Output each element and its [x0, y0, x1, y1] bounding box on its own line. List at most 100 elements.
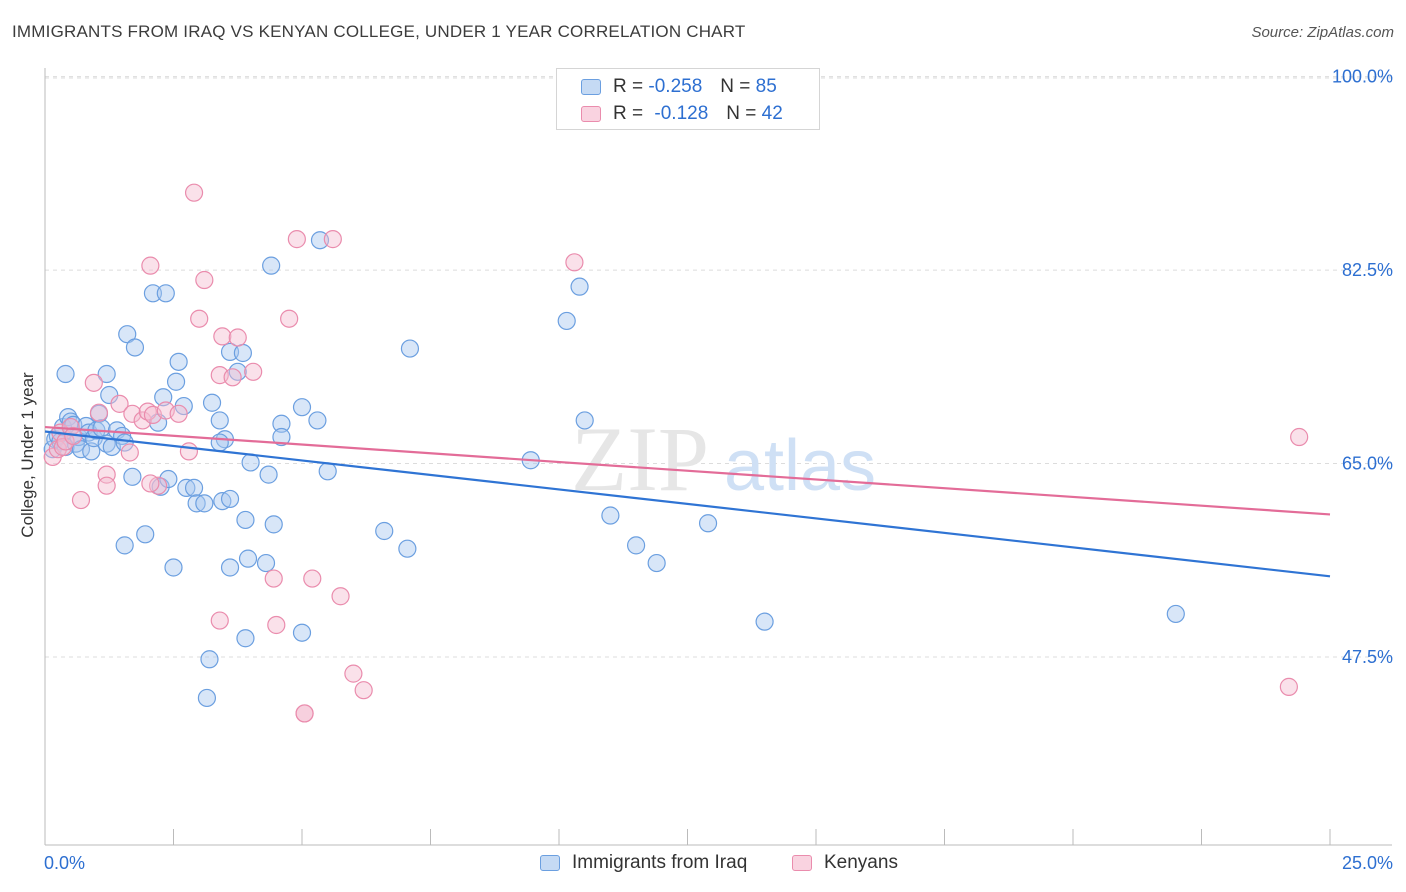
- kenyan-point: [267, 615, 286, 635]
- stats-legend: R = -0.258 N = 85 R = -0.128 N = 42: [556, 68, 820, 130]
- iraq-point: [272, 427, 291, 447]
- iraq-point: [575, 411, 594, 430]
- iraq-point: [557, 311, 576, 331]
- kenyan-point: [244, 362, 263, 381]
- iraq-point: [292, 623, 312, 642]
- iraq-point: [398, 539, 417, 558]
- iraq-point: [308, 411, 327, 430]
- iraq-point: [154, 388, 173, 407]
- iraq-point: [164, 558, 183, 577]
- bottom-swatch-iraq: [540, 855, 560, 871]
- iraq-point: [115, 433, 134, 452]
- trend-line-iraq: [44, 430, 1331, 578]
- bottom-legend-kenyans: Kenyans: [792, 852, 898, 874]
- y-tick-label: 65.0%: [1342, 454, 1393, 474]
- iraq-point: [241, 453, 260, 472]
- iraq-point: [698, 514, 718, 533]
- iraq-point: [259, 465, 278, 484]
- kenyan-point: [1290, 427, 1309, 447]
- kenyan-point: [141, 474, 160, 493]
- bottom-swatch-kenyans: [792, 855, 812, 871]
- bottom-legend-kenyans-label: Kenyans: [824, 852, 898, 873]
- iraq-point: [136, 525, 155, 544]
- y-axis-label: College, Under 1 year: [18, 372, 37, 538]
- kenyan-point: [565, 253, 584, 272]
- iraq-point: [166, 372, 186, 391]
- kenyan-point: [331, 587, 350, 606]
- kenyan-point: [190, 309, 209, 328]
- iraq-point: [115, 536, 134, 555]
- legend-iraq-n-value: 85: [755, 76, 777, 97]
- kenyan-point: [84, 373, 103, 392]
- iraq-point: [228, 362, 247, 381]
- kenyan-point: [71, 490, 91, 510]
- kenyan-point: [89, 403, 109, 422]
- x-tick-label-min: 0.0%: [44, 853, 85, 873]
- iraq-point: [292, 398, 312, 417]
- iraq-point: [318, 462, 337, 481]
- iraq-point: [125, 338, 145, 357]
- kenyan-point: [184, 183, 204, 202]
- kenyan-point: [354, 681, 373, 700]
- kenyan-point: [323, 230, 342, 249]
- y-tick-label: 100.0%: [1332, 67, 1393, 87]
- kenyan-point: [264, 569, 283, 588]
- iraq-point: [626, 536, 646, 555]
- tick-labels: 47.5% 65.0% 82.5% 100.0% 0.0% 25.0%: [44, 67, 1393, 873]
- iraq-point: [236, 629, 255, 648]
- kenyan-point: [179, 442, 199, 461]
- iraq-point: [233, 343, 252, 363]
- legend-row-iraq: R = -0.258 N = 85: [581, 75, 777, 99]
- source-credit: Source: ZipAtlas.com: [1251, 24, 1394, 41]
- iraq-point: [570, 277, 589, 296]
- iraq-point: [220, 342, 240, 361]
- watermark: ZIP atlas: [571, 408, 876, 510]
- iraq-point: [197, 688, 217, 708]
- iraq-point: [256, 553, 276, 573]
- series-kenyan-points: [43, 183, 1309, 723]
- trend-line-kenyans: [44, 425, 1331, 516]
- kenyan-point: [1279, 677, 1298, 696]
- kenyan-point: [287, 230, 306, 249]
- legend-kenyans-n-label: N =: [726, 103, 757, 124]
- watermark-atlas: atlas: [724, 426, 876, 506]
- iraq-point: [92, 419, 111, 438]
- legend-iraq-n-label: N =: [720, 76, 751, 97]
- iraq-point: [202, 393, 222, 412]
- iraq-point: [187, 494, 206, 513]
- kenyan-point: [123, 404, 142, 423]
- kenyan-point: [344, 664, 363, 683]
- iraq-point: [82, 442, 101, 461]
- y-tick-label: 82.5%: [1342, 260, 1393, 280]
- trend-lines: [44, 425, 1331, 578]
- iraq-point: [210, 411, 229, 430]
- iraq-point: [755, 612, 774, 631]
- iraq-point: [184, 478, 204, 497]
- iraq-point: [220, 489, 240, 509]
- kenyan-point: [228, 328, 247, 347]
- iraq-point: [264, 515, 283, 534]
- kenyan-point: [195, 270, 214, 290]
- y-tick-label: 47.5%: [1342, 647, 1393, 667]
- iraq-point: [236, 510, 255, 530]
- iraq-point: [272, 414, 291, 433]
- kenyan-point: [295, 704, 314, 723]
- legend-swatch-kenyans: [581, 106, 601, 122]
- iraq-point: [601, 506, 620, 525]
- legend-row-kenyans: R = -0.128 N = 42: [581, 102, 783, 126]
- iraq-point: [156, 284, 175, 303]
- iraq-point: [195, 494, 214, 513]
- kenyan-point: [223, 368, 242, 387]
- kenyan-point: [280, 309, 299, 328]
- iraq-point: [143, 284, 163, 303]
- iraq-point: [97, 364, 116, 384]
- series-iraq-points: [43, 231, 1185, 708]
- x-tick-label-max: 25.0%: [1342, 853, 1393, 873]
- iraq-point: [220, 558, 240, 577]
- iraq-point: [56, 364, 75, 384]
- iraq-point: [1166, 604, 1185, 624]
- kenyan-point: [133, 411, 152, 430]
- iraq-point: [169, 352, 188, 371]
- kenyan-point: [141, 256, 160, 275]
- iraq-point: [210, 433, 229, 452]
